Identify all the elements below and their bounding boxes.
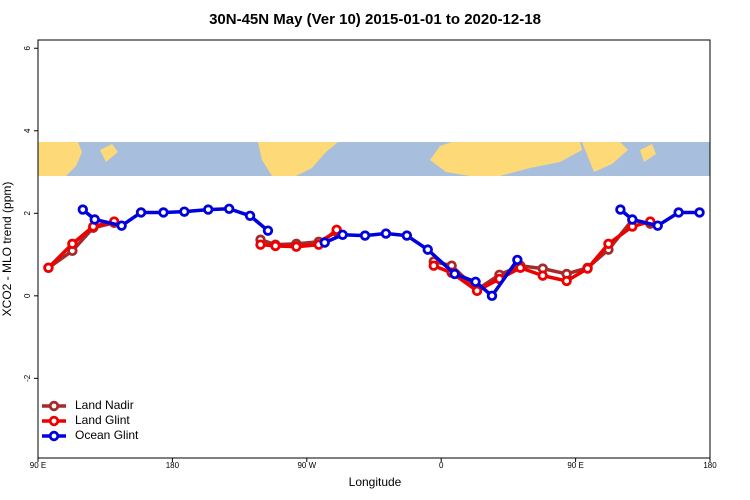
plot-frame	[37, 39, 711, 459]
point	[615, 204, 626, 215]
y-axis-label: XCO2 - MLO trend (ppm)	[0, 182, 14, 317]
x-tick-label: 90 W	[297, 461, 316, 470]
point	[428, 260, 439, 271]
point	[673, 207, 684, 218]
map-strip	[38, 142, 710, 176]
point	[603, 238, 614, 250]
x-tick-label: 90 E	[30, 461, 46, 470]
y-tick-label: 2	[23, 211, 32, 216]
point	[116, 220, 127, 231]
land	[640, 144, 656, 162]
y-tick-label: 6	[23, 45, 32, 50]
land	[100, 144, 118, 162]
chart-title: 30N-45N May (Ver 10) 2015-01-01 to 2020-…	[209, 11, 541, 28]
point	[319, 237, 330, 248]
point	[89, 214, 100, 225]
point	[537, 270, 548, 281]
point	[244, 210, 256, 221]
legend-label: Land Glint	[75, 413, 130, 427]
point	[359, 230, 371, 241]
point	[470, 276, 481, 288]
point	[512, 254, 523, 266]
legend-marker	[48, 415, 60, 427]
legend-marker	[48, 430, 60, 442]
x-tick-label: 90 E	[567, 461, 583, 470]
land	[38, 142, 82, 176]
y-tick-label: 4	[23, 128, 32, 133]
x-tick-label: 180	[166, 461, 180, 470]
point	[43, 262, 54, 273]
land	[430, 142, 582, 176]
point	[582, 263, 593, 274]
point	[380, 228, 392, 239]
x-axis-label: Longitude	[349, 475, 402, 489]
point	[255, 239, 266, 250]
point	[158, 207, 169, 218]
point	[77, 204, 88, 215]
series-line	[47, 219, 651, 293]
point	[471, 285, 483, 297]
land	[258, 142, 338, 176]
point	[262, 225, 274, 236]
legend-marker	[48, 400, 60, 412]
legend-label: Land Nadir	[75, 398, 134, 412]
point	[67, 238, 78, 250]
point	[694, 207, 705, 218]
point	[627, 214, 638, 225]
point	[337, 229, 348, 240]
point	[291, 241, 302, 252]
point	[270, 240, 281, 252]
x-tick-label: 0	[439, 461, 444, 470]
point	[486, 290, 498, 302]
y-tick-label: -2	[23, 374, 32, 382]
y-tick-label: 0	[23, 293, 32, 298]
x-tick-label: 180	[703, 461, 717, 470]
legend-label: Ocean Glint	[75, 428, 139, 442]
point	[422, 244, 433, 255]
point	[179, 206, 190, 217]
point	[561, 275, 572, 287]
land	[582, 142, 628, 172]
point	[203, 204, 214, 215]
point	[449, 268, 460, 280]
point	[401, 230, 413, 241]
point	[135, 207, 147, 218]
point	[223, 203, 235, 214]
point	[652, 220, 663, 231]
